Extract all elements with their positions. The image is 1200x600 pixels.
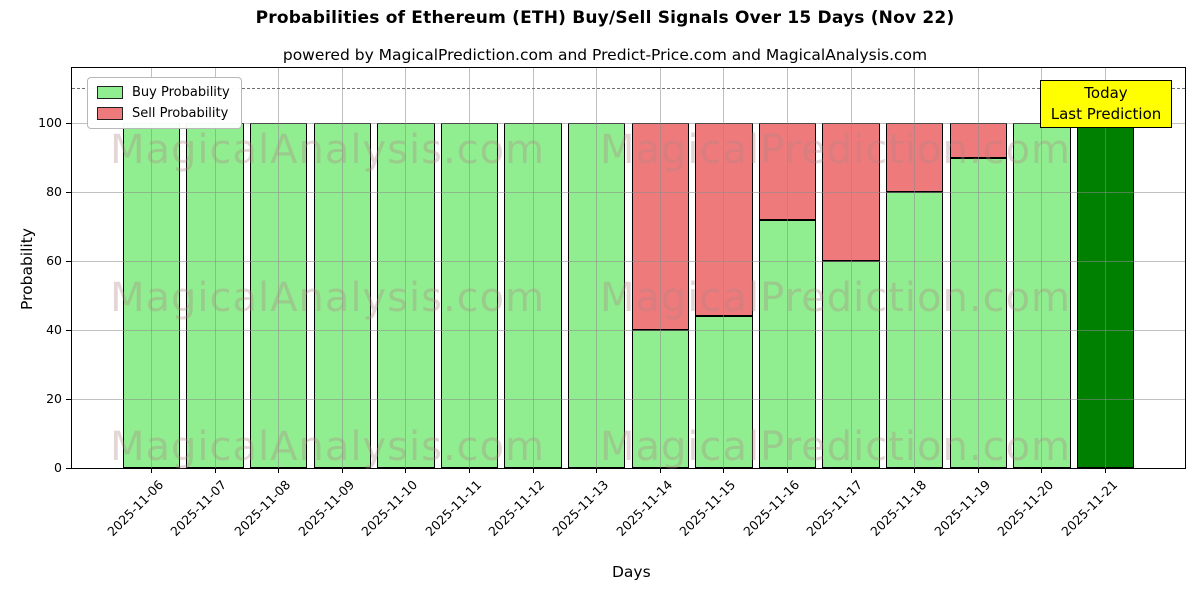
gridline-vertical — [278, 68, 280, 468]
x-tick-label: 2025-11-17 — [803, 477, 866, 539]
gridline-vertical — [659, 68, 661, 468]
gridline-vertical — [977, 68, 979, 468]
x-tick-label: 2025-11-14 — [612, 477, 675, 539]
today-annotation-line1: Today — [1084, 84, 1128, 102]
legend-sell-label: Sell Probability — [132, 106, 229, 121]
y-tick-mark — [66, 260, 72, 262]
gridline-vertical — [1105, 68, 1106, 468]
gridline-horizontal — [72, 398, 1185, 400]
y-tick-label: 100 — [38, 115, 62, 131]
y-tick-mark — [66, 329, 72, 331]
gridline-vertical — [787, 68, 788, 468]
gridline-horizontal — [72, 191, 1185, 193]
x-tick-label: 2025-11-07 — [167, 477, 230, 539]
x-tick-mark — [405, 468, 407, 473]
x-tick-label: 2025-11-08 — [231, 477, 294, 539]
x-tick-label: 2025-11-06 — [104, 477, 167, 539]
gridline-vertical — [151, 68, 152, 468]
today-annotation: Today Last Prediction — [1040, 80, 1172, 128]
gridline-horizontal — [72, 329, 1185, 331]
x-tick-mark — [341, 468, 343, 473]
gridline-horizontal — [72, 260, 1185, 262]
x-tick-label: 2025-11-20 — [994, 477, 1057, 539]
watermark-text: MagicalAnalysis.com — [110, 424, 546, 470]
y-tick-label: 0 — [54, 460, 62, 475]
x-tick-label: 2025-11-12 — [485, 477, 548, 539]
y-tick-label: 20 — [46, 391, 62, 407]
watermark-text: MagicalAnalysis.com — [110, 275, 546, 321]
reference-dashed-line — [72, 87, 1185, 89]
y-tick-label: 40 — [46, 322, 62, 338]
x-tick-mark — [278, 468, 280, 473]
gridline-vertical — [341, 68, 343, 468]
x-tick-mark — [914, 468, 916, 473]
x-tick-mark — [723, 468, 725, 473]
gridline-vertical — [405, 68, 407, 468]
legend-item-sell: Sell Probability — [97, 106, 230, 121]
gridline-vertical — [914, 68, 916, 468]
x-axis-label: Days — [612, 563, 651, 581]
buy-swatch-icon — [97, 86, 123, 99]
today-annotation-line2: Last Prediction — [1050, 105, 1162, 123]
watermark-text: MagicalPrediction.com — [600, 424, 1071, 470]
x-tick-label: 2025-11-11 — [422, 477, 485, 539]
gridline-vertical — [596, 68, 598, 468]
chart-title: Probabilities of Ethereum (ETH) Buy/Sell… — [255, 8, 955, 28]
x-tick-label: 2025-11-18 — [867, 477, 930, 539]
gridline-vertical — [850, 68, 852, 468]
x-tick-label: 2025-11-16 — [740, 477, 803, 539]
x-tick-mark — [151, 468, 152, 473]
gridline-vertical — [469, 68, 470, 468]
watermark-text: MagicalPrediction.com — [600, 275, 1071, 321]
x-tick-mark — [214, 468, 216, 473]
plot-area — [70, 66, 1186, 469]
watermark-text: MagicalPrediction.com — [600, 127, 1071, 173]
gridline-vertical — [723, 68, 725, 468]
x-tick-label: 2025-11-21 — [1058, 477, 1121, 539]
gridline-vertical — [532, 68, 534, 468]
x-tick-mark — [469, 468, 470, 473]
legend-buy-label: Buy Probability — [132, 85, 230, 100]
gridline-horizontal — [72, 122, 1185, 124]
x-tick-mark — [532, 468, 534, 473]
gridline-vertical — [1041, 68, 1043, 468]
x-tick-mark — [977, 468, 979, 473]
legend: Buy Probability Sell Probability — [87, 77, 242, 129]
x-tick-mark — [850, 468, 852, 473]
x-tick-mark — [1105, 468, 1106, 473]
x-tick-label: 2025-11-09 — [294, 477, 357, 539]
y-tick-mark — [66, 467, 72, 469]
x-tick-label: 2025-11-13 — [549, 477, 612, 539]
x-tick-mark — [659, 468, 661, 473]
y-tick-mark — [66, 398, 72, 400]
x-tick-mark — [787, 468, 788, 473]
x-tick-mark — [596, 468, 598, 473]
x-tick-label: 2025-11-15 — [676, 477, 739, 539]
y-tick-label: 60 — [46, 253, 62, 269]
x-tick-label: 2025-11-10 — [358, 477, 421, 539]
watermark-text: MagicalAnalysis.com — [110, 127, 546, 173]
y-tick-label: 80 — [46, 184, 62, 200]
x-tick-mark — [1041, 468, 1043, 473]
gridline-vertical — [214, 68, 216, 468]
y-tick-mark — [66, 122, 72, 124]
x-tick-label: 2025-11-19 — [930, 477, 993, 539]
sell-swatch-icon — [97, 107, 123, 120]
chart-subtitle: powered by MagicalPrediction.com and Pre… — [282, 46, 928, 64]
y-tick-mark — [66, 191, 72, 193]
legend-item-buy: Buy Probability — [97, 85, 230, 100]
